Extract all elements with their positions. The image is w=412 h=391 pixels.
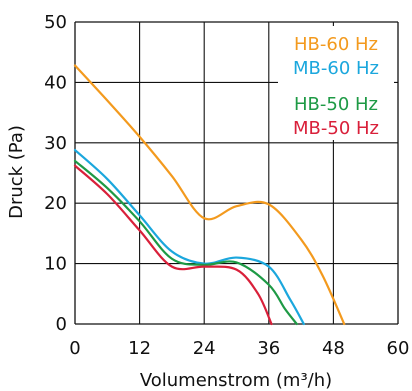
x-tick-label: 12 xyxy=(128,338,151,359)
x-tick-label: 48 xyxy=(322,338,345,359)
x-tick-label: 24 xyxy=(193,338,216,359)
legend-entry: MB-50 Hz xyxy=(293,118,379,139)
x-tick-label: 0 xyxy=(69,338,80,359)
y-tick-label: 30 xyxy=(44,133,67,154)
x-axis-label: Volumenstrom (m³/h) xyxy=(140,370,332,391)
x-tick-label: 36 xyxy=(257,338,280,359)
y-tick-label: 10 xyxy=(44,254,67,275)
y-tick-label: 50 xyxy=(44,12,67,33)
y-axis-label: Druck (Pa) xyxy=(6,125,27,219)
legend-entry: HB-50 Hz xyxy=(294,94,378,115)
legend-background xyxy=(278,26,394,140)
legend-entry: HB-60 Hz xyxy=(294,34,378,55)
series-line-hb-50-hz xyxy=(73,159,298,326)
x-axis-ticks: 0 12 24 36 48 60 xyxy=(69,338,409,359)
series-group xyxy=(73,64,346,326)
y-tick-label: 40 xyxy=(44,72,67,93)
y-axis-ticks: 0 10 20 30 40 50 xyxy=(44,12,67,335)
series-line-hb-60-hz xyxy=(73,64,346,326)
y-tick-label: 0 xyxy=(56,314,67,335)
y-tick-label: 20 xyxy=(44,193,67,214)
grid xyxy=(74,21,399,325)
legend-entry: MB-60 Hz xyxy=(293,58,379,79)
series-line-mb-50-hz xyxy=(73,164,273,326)
series-line-mb-60-hz xyxy=(73,148,305,326)
legend: HB-60 Hz MB-60 Hz HB-50 Hz MB-50 Hz xyxy=(278,26,394,140)
x-tick-label: 60 xyxy=(387,338,410,359)
